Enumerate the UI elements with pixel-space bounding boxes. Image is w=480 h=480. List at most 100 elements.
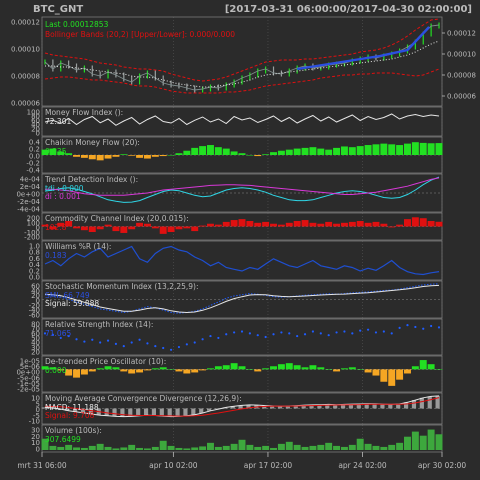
dpo-ytick-label: 0e+00 (16, 369, 40, 377)
rsi-point (217, 336, 220, 340)
macd-histogram-bar (262, 405, 267, 409)
chaikin-bar (41, 149, 49, 155)
volume-bar (104, 446, 112, 450)
cci-bar (80, 226, 88, 231)
chaikin-ytick-label: -0.4 (26, 167, 40, 175)
price-legend-entry: Last 0.00012853 (45, 20, 109, 29)
chaikin-title: Chaikin Money Flow (20): (45, 138, 140, 147)
macd-histogram-bar (175, 408, 180, 417)
cci-bar (230, 220, 238, 227)
rsi-point (233, 331, 236, 334)
macd-ytick-label: -5 (33, 412, 40, 420)
macd-histogram-bar (80, 408, 86, 413)
cci-bar (73, 226, 80, 229)
volume-bar (246, 444, 254, 450)
cci-bar (325, 221, 333, 227)
volume-bar (120, 447, 128, 450)
rsi-ytick-label: 20 (31, 349, 40, 357)
rsi-point (288, 332, 291, 335)
price-ytick-label-right: 0.00012 (447, 30, 476, 38)
chaikin-bar (301, 147, 309, 155)
macd-histogram-bar (396, 404, 401, 409)
volume-ytick-label: 10 (31, 439, 40, 447)
smi-ytick-label: 20 (31, 292, 40, 300)
chaikin-bar (143, 155, 151, 159)
macd-histogram-bar (380, 404, 385, 409)
chaikin-bar (270, 152, 277, 155)
smi-legend-entry: SMI: 66.749 (45, 291, 90, 300)
chaikin-bar (427, 143, 435, 155)
volume-bar (348, 444, 356, 450)
volume-bar (80, 447, 88, 450)
dpo-bar (167, 369, 175, 370)
dpo-bar (293, 365, 301, 370)
trend-detection-marks (44, 176, 440, 203)
trend-detection-series-line (44, 176, 440, 203)
cci-bar (151, 226, 159, 229)
macd-histogram-bar (104, 408, 109, 416)
dpo-bar (143, 369, 151, 371)
volume-bar (356, 438, 364, 450)
cci-bar (427, 220, 435, 227)
volume-bar (41, 438, 49, 450)
dpo-marks (41, 360, 443, 386)
smi-ytick-label: 40 (31, 287, 40, 295)
rsi-point (430, 324, 433, 328)
chaikin-bar (183, 150, 191, 155)
price-panel: 0.00012 0.00010 0.00008 0.00006 0.00012 0.000… (11, 16, 476, 108)
macd-ytick-label: 0 (36, 406, 40, 414)
rsi-point (398, 326, 401, 329)
dpo-bar (120, 369, 128, 372)
chaikin-bar (325, 149, 333, 155)
cci-bar (191, 226, 199, 232)
williams-r-ytick-label: 0.2 (29, 267, 40, 275)
volume-bar (427, 429, 435, 450)
chaikin-bar (380, 143, 388, 155)
dpo-bar (191, 369, 199, 373)
rsi-value-label: 71.065 (45, 329, 71, 338)
dpo-bar (419, 360, 427, 370)
rsi-point (154, 345, 157, 348)
volume-bar (317, 444, 325, 450)
macd-histogram-bar (340, 404, 346, 409)
rsi-point (414, 325, 417, 329)
dpo-bar (254, 369, 262, 372)
volume-bar (191, 447, 199, 450)
chaikin-bar (396, 145, 404, 155)
volume-bar (293, 444, 301, 450)
macd-histogram-bar (435, 395, 440, 409)
money-flow-ytick-label: 100 (27, 109, 40, 117)
volume-bar (167, 445, 175, 450)
volume-value-label: 307.6499 (45, 435, 81, 444)
macd-histogram-bar (285, 406, 290, 409)
volume-bar (49, 445, 57, 450)
dpo-bar (128, 369, 136, 374)
dpo-bar (301, 367, 309, 370)
rsi-point (422, 327, 425, 330)
chaikin-bar (317, 148, 325, 155)
x-axis-tick-label: apr 24 02:00 (338, 461, 387, 470)
volume-bar (388, 444, 396, 450)
rsi-point (406, 324, 409, 327)
rsi-point (169, 348, 173, 351)
bollinger-lower-line (44, 68, 440, 94)
macd-histogram-bar (167, 408, 172, 417)
rsi-point (59, 336, 62, 340)
macd-histogram-bar (183, 408, 188, 416)
volume-bar (151, 446, 159, 450)
volume-bar (230, 443, 238, 450)
price-ytick-label: 0.00008 (11, 73, 40, 81)
chaikin-bar (340, 146, 348, 155)
dpo-bar (96, 368, 104, 370)
cci-bar (396, 224, 404, 227)
cci-bar (41, 224, 49, 227)
chaikin-bar (73, 155, 80, 157)
rsi-point (264, 335, 267, 339)
williams-r-ytick-label: 0.0 (29, 274, 40, 282)
cci-bar (333, 223, 341, 227)
williams-r-marks (44, 245, 440, 276)
